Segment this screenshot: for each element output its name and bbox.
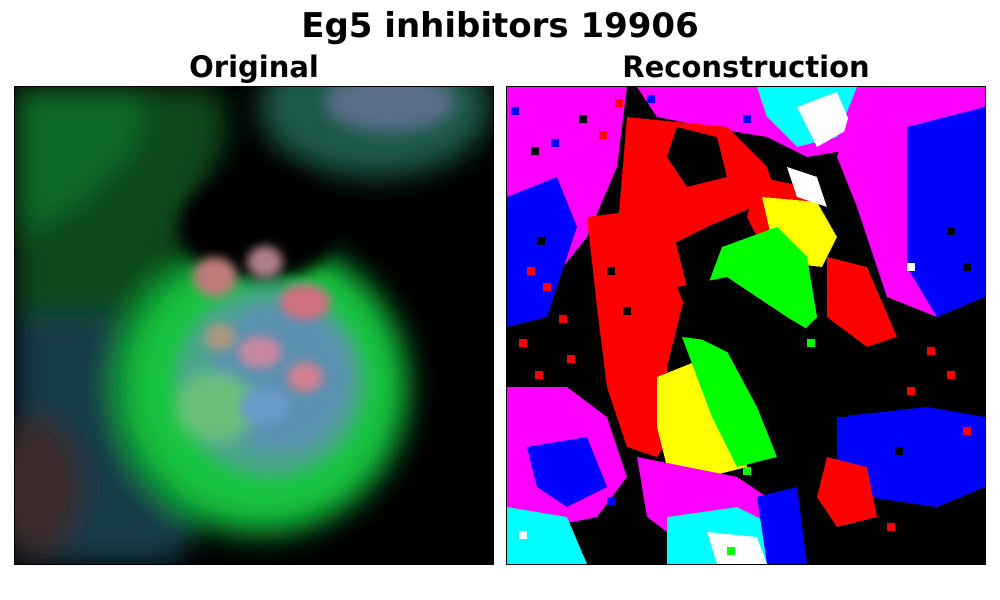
panel-title-original: Original xyxy=(189,50,319,84)
reconstruction-image-canvas xyxy=(507,87,985,564)
original-image-canvas xyxy=(15,87,493,564)
reconstruction-image xyxy=(506,86,986,565)
original-image xyxy=(14,86,494,565)
panel-title-reconstruction: Reconstruction xyxy=(622,50,870,84)
figure-title: Eg5 inhibitors 19906 xyxy=(301,6,699,46)
